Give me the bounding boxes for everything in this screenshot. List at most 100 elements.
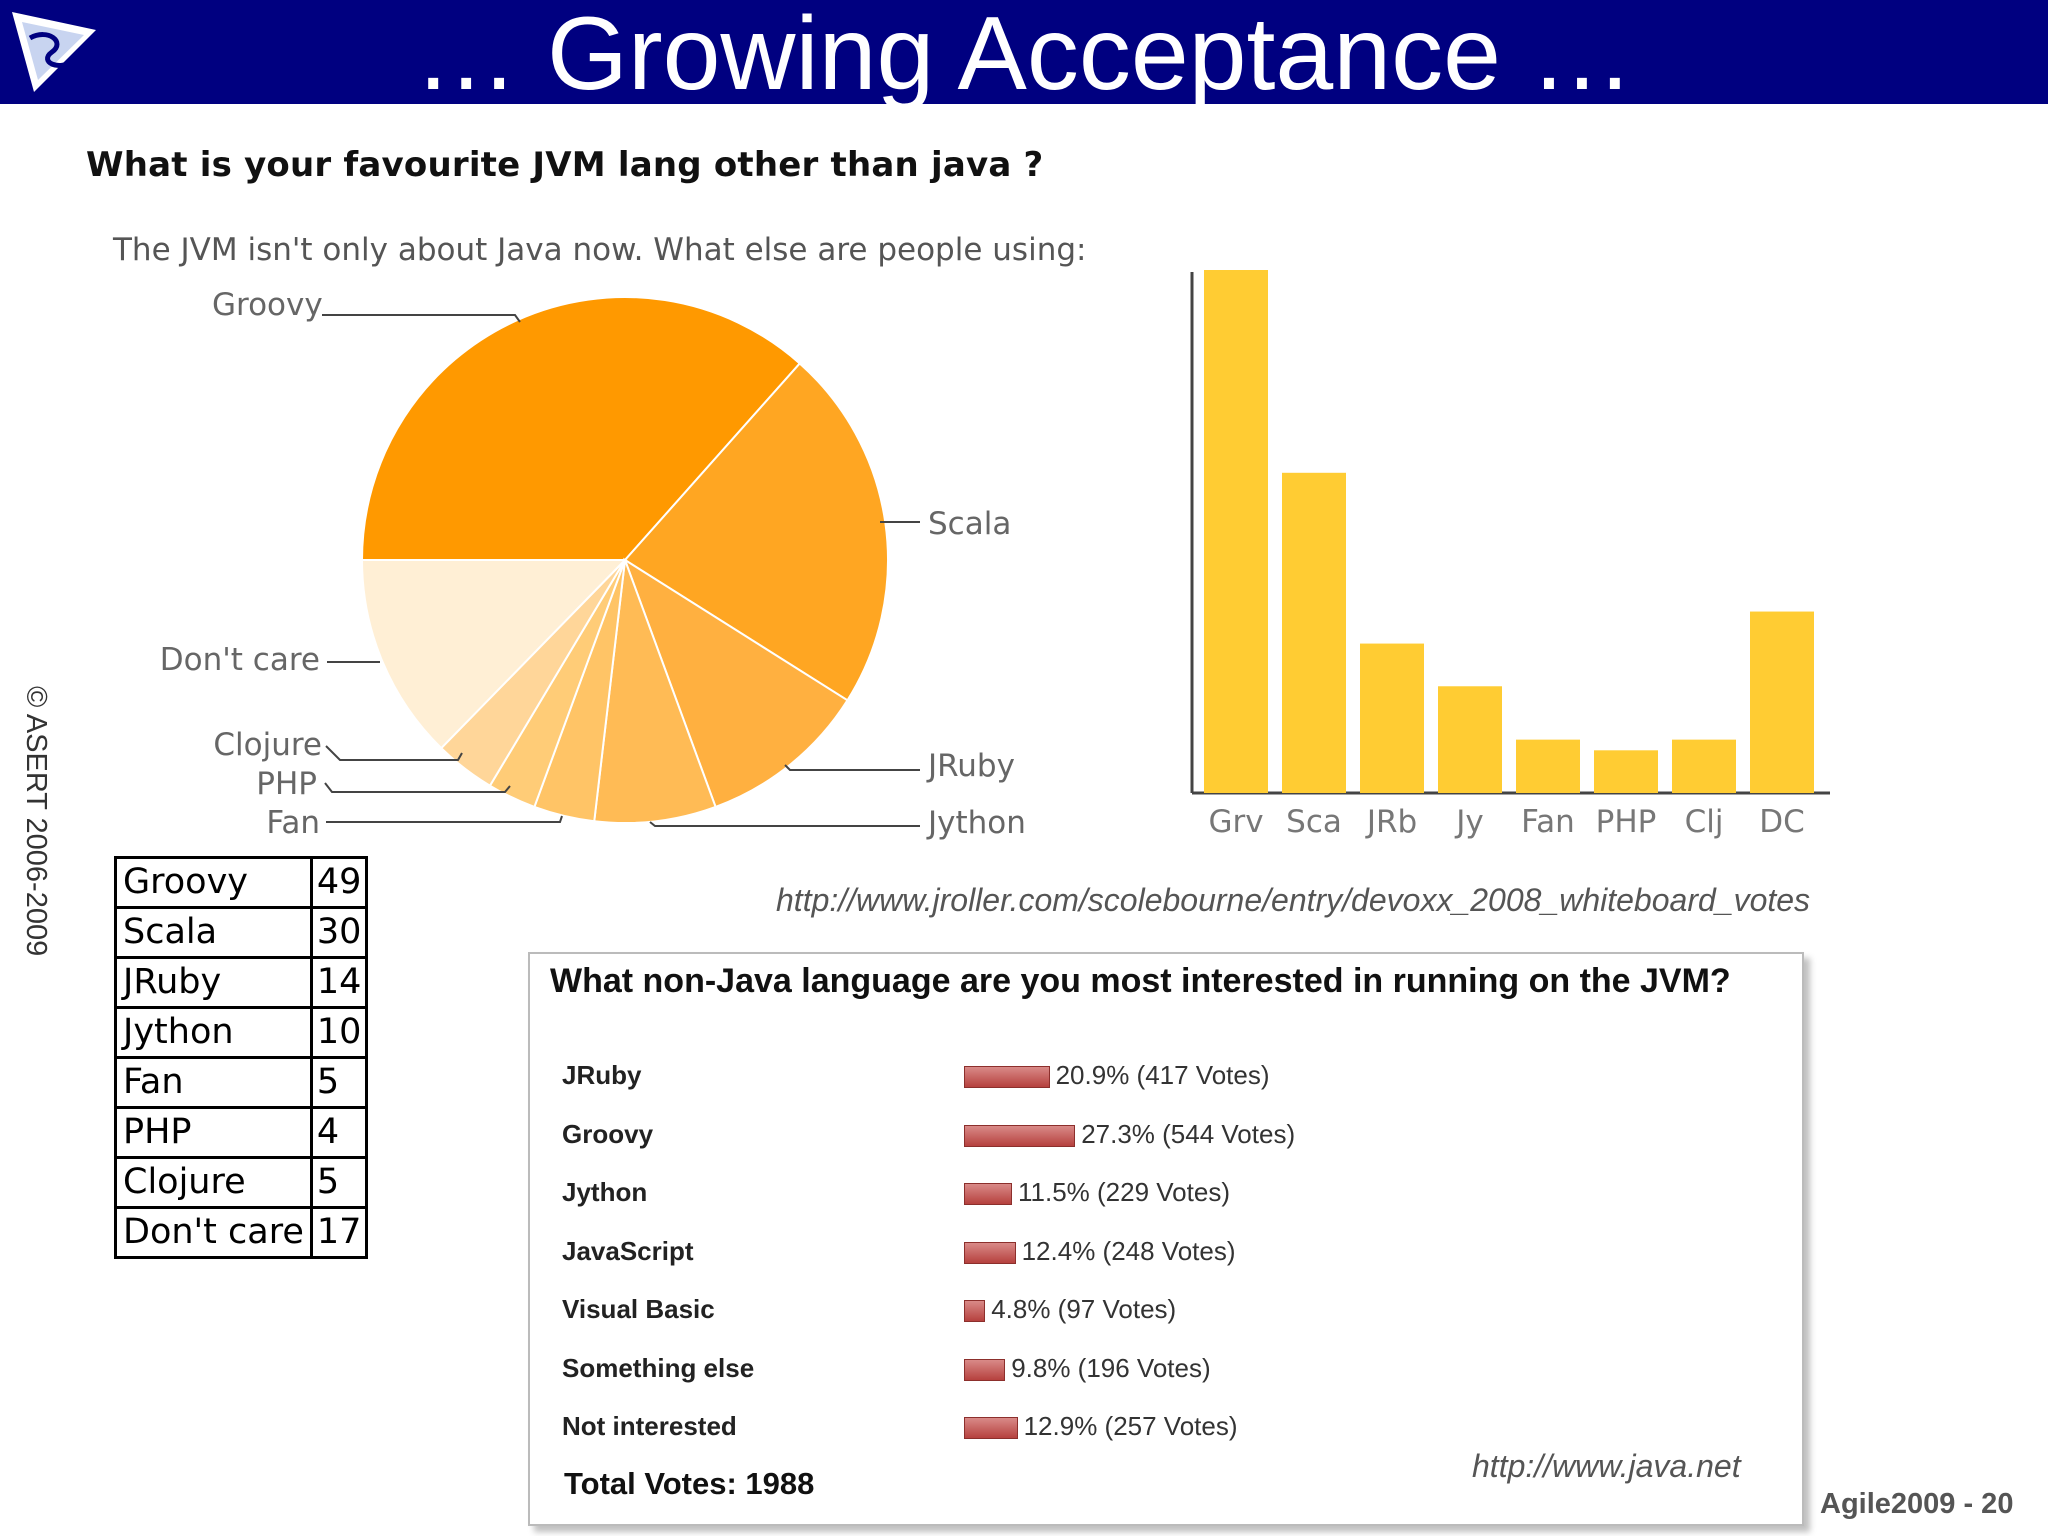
poll-bar (964, 1241, 1016, 1264)
poll-row: Groovy 27.3% (544 Votes) (562, 1119, 1762, 1159)
table-cell-votes: 30 (309, 906, 369, 959)
poll-value: 20.9% (417 Votes) (1055, 1060, 1270, 1090)
table-row: Clojure 5 (114, 1156, 369, 1209)
table-cell-votes: 4 (309, 1106, 369, 1159)
poll-bar (964, 1417, 1018, 1439)
pie-leader-line (326, 815, 563, 823)
asert-logo-icon (12, 12, 96, 92)
poll-label: JRuby (562, 1060, 642, 1090)
table-cell-votes: 5 (309, 1156, 369, 1209)
table-cell-language: Jython (114, 1006, 313, 1059)
pie-slice-don-t-care (360, 559, 628, 750)
poll-value: 12.9% (257 Votes) (1023, 1411, 1238, 1441)
table-cell-votes: 10 (309, 1006, 369, 1059)
bar-dc (1750, 611, 1814, 793)
table-cell-language: Groovy (114, 856, 313, 909)
pie-slice-jython (593, 559, 717, 824)
bar-tick-label: DC (1759, 804, 1805, 840)
table-row: Jython 10 (114, 1006, 369, 1059)
slide-header: … Growing Acceptance … (0, 0, 2048, 112)
pie-slice-jruby (623, 557, 849, 809)
poll-label: Something else (562, 1352, 755, 1383)
bar-tick-label: PHP (1596, 804, 1657, 840)
bar-tick-label: JRb (1365, 804, 1417, 840)
table-cell-language: PHP (114, 1106, 313, 1159)
poll-row: JavaScript 12.4% (248 Votes) (562, 1236, 1762, 1276)
copyright-note: © ASERT 2006-2009 (20, 686, 52, 957)
poll-bar (964, 1300, 986, 1322)
poll-bar (964, 1066, 1050, 1088)
pie-slice-groovy (360, 296, 802, 561)
slide-title: … Growing Acceptance … (414, 0, 1634, 112)
table-cell-language: Don't care (114, 1206, 313, 1259)
bar-tick-label: Fan (1521, 804, 1575, 840)
bar-jy (1438, 686, 1502, 793)
poll-bar (964, 1358, 1006, 1381)
bar-jrb (1360, 643, 1424, 793)
pie-label-jruby: JRuby (926, 748, 1015, 784)
poll-label: Visual Basic (562, 1294, 715, 1324)
bar-tick-label: Sca (1286, 804, 1342, 840)
table-cell-language: Clojure (114, 1156, 313, 1209)
poll-label: Jython (562, 1177, 648, 1207)
pie-leader-line (324, 782, 511, 793)
survey1-question: What is your favourite JVM lang other th… (86, 145, 1044, 185)
table-row: Groovy 49 (114, 856, 369, 909)
poll-label: JavaScript (562, 1235, 694, 1266)
slide-footer: Agile2009 - 20 (1820, 1488, 2014, 1520)
poll-row: Something else 9.8% (196 Votes) (562, 1353, 1762, 1393)
pie-leader-line (322, 314, 521, 323)
table-cell-language: JRuby (114, 956, 313, 1009)
poll-panel: What non-Java language are you most inte… (528, 952, 1804, 1526)
table-row: PHP 4 (114, 1106, 369, 1159)
source-url-jroller[interactable]: http://www.jroller.com/scolebourne/entry… (776, 882, 1811, 918)
poll-question: What non-Java language are you most inte… (550, 962, 1731, 1000)
table-row: Fan 5 (114, 1056, 369, 1109)
pie-label-scala: Scala (928, 506, 1011, 542)
bar-clj (1672, 739, 1736, 793)
poll-value: 12.4% (248 Votes) (1021, 1235, 1236, 1266)
table-row: Don't care 17 (114, 1206, 369, 1259)
pie-leader-line (325, 745, 463, 761)
poll-value: 9.8% (196 Votes) (1011, 1352, 1211, 1383)
table-cell-language: Fan (114, 1056, 313, 1109)
pie-slice-scala (623, 362, 889, 702)
poll-value: 4.8% (97 Votes) (991, 1294, 1177, 1324)
bar-tick-label: Jy (1454, 804, 1484, 840)
pie-leader-line (649, 821, 920, 827)
poll-value: 11.5% (229 Votes) (1018, 1177, 1230, 1207)
table-row: JRuby 14 (114, 956, 369, 1009)
table-cell-votes: 14 (309, 956, 369, 1009)
pie-label-groovy: Groovy (212, 287, 323, 323)
pie-label-fan: Fan (266, 805, 320, 841)
poll-row: Not interested 12.9% (257 Votes) (562, 1411, 1762, 1451)
poll-value: 27.3% (544 Votes) (1081, 1118, 1296, 1149)
source-url-javanet[interactable]: http://www.java.net (1472, 1448, 1741, 1484)
poll-row: Visual Basic 4.8% (97 Votes) (562, 1294, 1762, 1334)
bar-chart: Grv Sca JRb Jy Fan PHP Clj DC (1190, 270, 1830, 840)
bar-sca (1282, 472, 1346, 793)
bar-tick-label: Clj (1685, 804, 1724, 840)
vote-table: Groovy 49 Scala 30 JRuby 14 Jython 10 Fan 5 PHP 4 Cl… (114, 856, 369, 1259)
table-cell-votes: 17 (309, 1206, 369, 1259)
table-cell-language: Scala (114, 906, 313, 959)
poll-bar (964, 1124, 1076, 1147)
pie-label-jython: Jython (926, 805, 1026, 841)
poll-row: JRuby 20.9% (417 Votes) (562, 1060, 1762, 1100)
pie-leader-line (784, 764, 920, 771)
bar-fan (1516, 739, 1580, 793)
table-row: Scala 30 (114, 906, 369, 959)
poll-label: Not interested (562, 1411, 737, 1441)
bar-php (1594, 750, 1658, 793)
pie-label-php: PHP (256, 766, 317, 802)
pie-label-clojure: Clojure (213, 727, 322, 763)
bar-tick-label: Grv (1208, 804, 1263, 840)
table-cell-votes: 49 (309, 856, 369, 909)
table-cell-votes: 5 (309, 1056, 369, 1109)
pie-label-don-t-care: Don't care (160, 642, 320, 678)
poll-total-votes: Total Votes: 1988 (564, 1466, 815, 1501)
survey1-intro: The JVM isn't only about Java now. What … (113, 232, 1087, 268)
poll-label: Groovy (562, 1118, 654, 1149)
bar-grv (1204, 270, 1268, 793)
